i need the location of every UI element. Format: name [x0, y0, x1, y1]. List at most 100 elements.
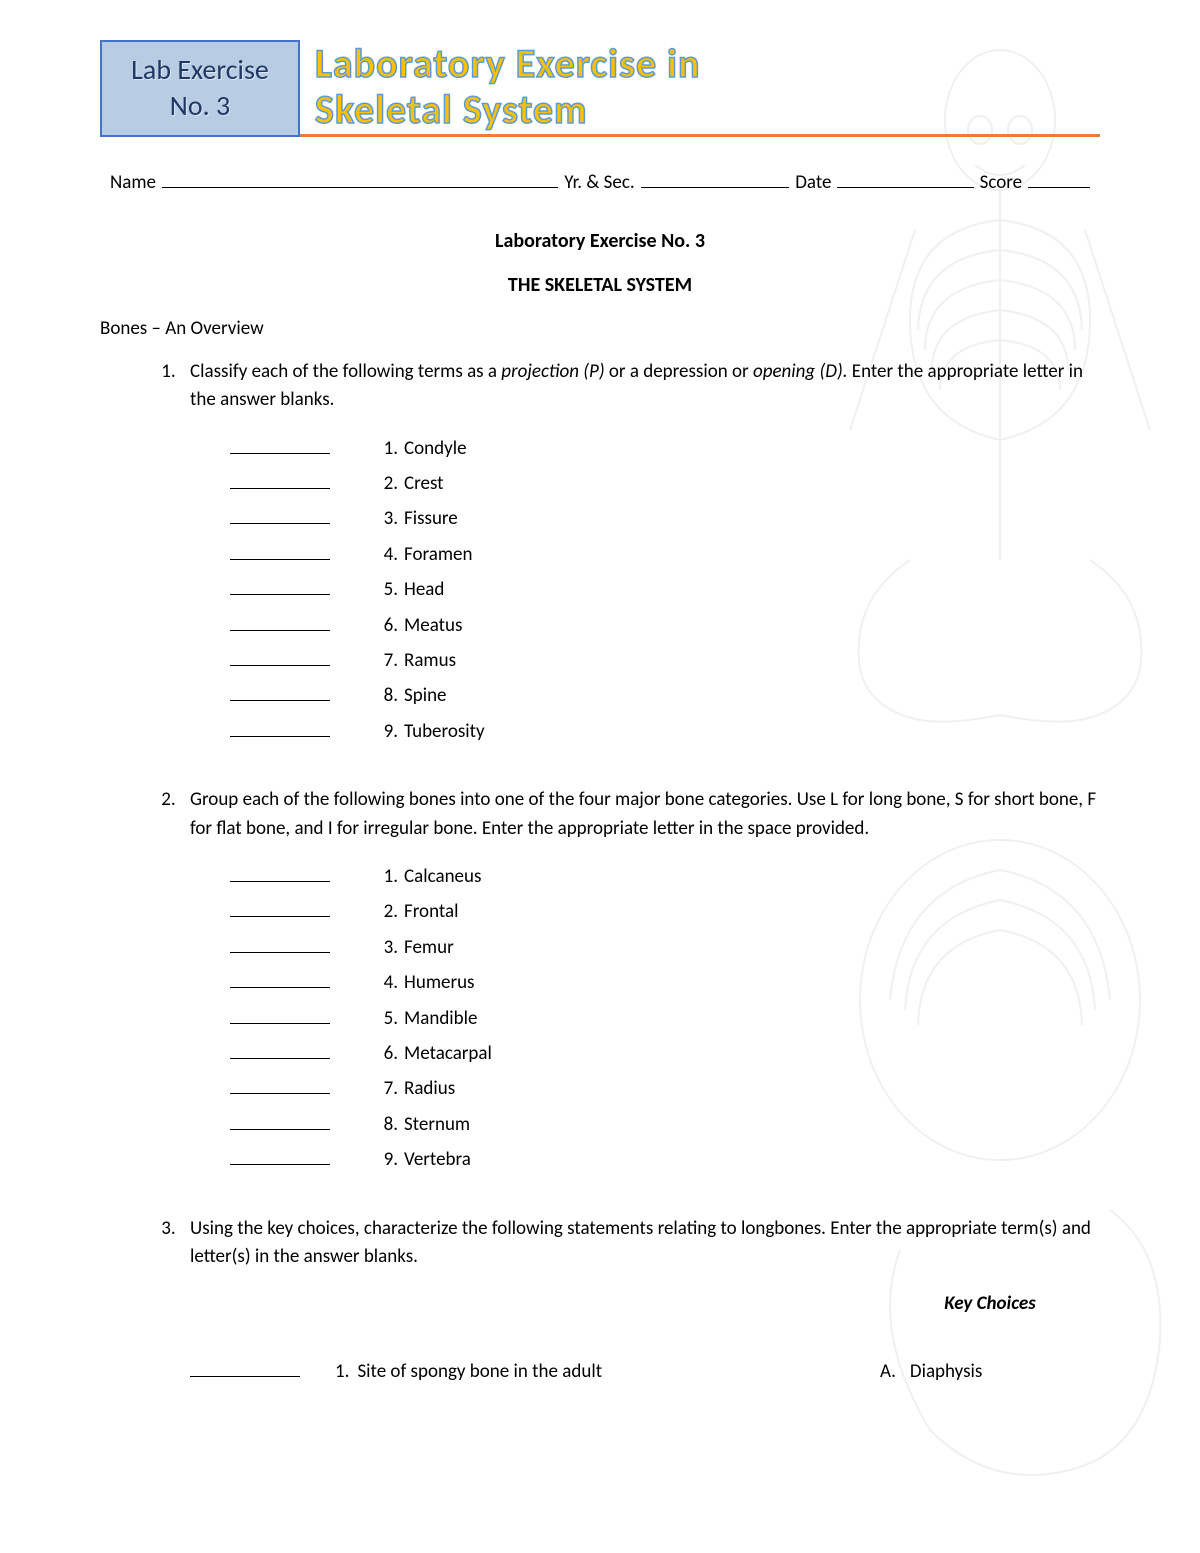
q2-term-term: Frontal [404, 898, 458, 927]
q2-term-blank[interactable] [230, 861, 330, 882]
date-label: Date [795, 171, 831, 194]
q1-term-row: 5.Head [230, 574, 1100, 604]
name-label: Name [110, 171, 156, 194]
q1-term-term: Meatus [404, 612, 462, 641]
question-1: Classify each of the following terms as … [180, 358, 1100, 747]
q2-term-num: 7. [370, 1075, 398, 1104]
date-blank[interactable] [837, 167, 973, 188]
q1-term-blank[interactable] [230, 539, 330, 560]
q1-intro: Classify each of the following terms as … [190, 358, 1100, 415]
q1-term-row: 8.Spine [230, 680, 1100, 710]
q2-term-row: 9.Vertebra [230, 1144, 1100, 1174]
q2-term-row: 7.Radius [230, 1074, 1100, 1104]
question-list: Classify each of the following terms as … [100, 358, 1100, 1387]
key-choices-heading: Key Choices [880, 1290, 1100, 1319]
q1-term-row: 4.Foramen [230, 539, 1100, 569]
student-info-line: Name Yr. & Sec. Date Score [110, 167, 1090, 194]
q1-term-term: Condyle [404, 435, 467, 464]
heading-system: THE SKELETAL SYSTEM [100, 273, 1100, 297]
q1-text-a: Classify each of the following terms as … [190, 360, 501, 383]
q2-term-blank[interactable] [230, 967, 330, 988]
q1-term-num: 3. [370, 505, 398, 534]
q1-term-num: 9. [370, 718, 398, 747]
q2-term-blank[interactable] [230, 1038, 330, 1059]
lab-exercise-box: Lab Exercise No. 3 [100, 40, 300, 137]
q1-term-row: 9.Tuberosity [230, 716, 1100, 746]
q1-term-term: Crest [404, 470, 444, 499]
key-letter: A. [880, 1358, 896, 1387]
q2-term-num: 2. [370, 898, 398, 927]
q3-stmt-num: 1. [335, 1358, 349, 1387]
page-title-line1: Laboratory Exercise in [315, 41, 1100, 87]
q2-term-term: Femur [404, 934, 454, 963]
lab-box-line1: Lab Exercise [122, 52, 278, 88]
q2-term-term: Vertebra [404, 1146, 471, 1175]
q2-term-blank[interactable] [230, 1109, 330, 1130]
key-term: Diaphysis [910, 1358, 982, 1387]
q1-term-blank[interactable] [230, 433, 330, 454]
q2-term-term: Sternum [404, 1111, 470, 1140]
q2-term-row: 6.Metacarpal [230, 1038, 1100, 1068]
page-title-line2: Skeletal System [315, 87, 1100, 133]
q1-term-blank[interactable] [230, 503, 330, 524]
q1-term-row: 3.Fissure [230, 503, 1100, 533]
q3-answer-blank[interactable] [190, 1356, 300, 1377]
q1-term-blank[interactable] [230, 680, 330, 701]
q2-term-row: 8.Sternum [230, 1109, 1100, 1139]
q1-term-num: 4. [370, 541, 398, 570]
q2-term-row: 5.Mandible [230, 1003, 1100, 1033]
q1-term-num: 1. [370, 435, 398, 464]
q2-term-num: 9. [370, 1146, 398, 1175]
q1-term-blank[interactable] [230, 574, 330, 595]
q1-term-row: 1.Condyle [230, 433, 1100, 463]
q2-intro: Group each of the following bones into o… [190, 786, 1100, 843]
q2-term-term: Calcaneus [404, 863, 481, 892]
q1-term-blank[interactable] [230, 716, 330, 737]
q1-term-num: 5. [370, 576, 398, 605]
score-label: Score [980, 171, 1022, 194]
q2-term-blank[interactable] [230, 1074, 330, 1095]
header: Lab Exercise No. 3 Laboratory Exercise i… [100, 40, 1100, 137]
q2-term-num: 8. [370, 1111, 398, 1140]
q1-terms: 1.Condyle 2.Crest 3.Fissure 4.Foramen 5.Head… [190, 433, 1100, 747]
q1-term-term: Head [404, 576, 444, 605]
q1-term-term: Spine [404, 682, 447, 711]
q2-term-row: 3.Femur [230, 932, 1100, 962]
q1-term-row: 7.Ramus [230, 645, 1100, 675]
q2-term-num: 4. [370, 969, 398, 998]
q2-term-blank[interactable] [230, 932, 330, 953]
q1-em1: projection (P) [501, 360, 604, 383]
q1-term-term: Tuberosity [404, 718, 485, 747]
yr-blank[interactable] [641, 167, 790, 188]
subheading-bones: Bones – An Overview [100, 317, 1100, 340]
q1-term-blank[interactable] [230, 645, 330, 666]
q2-term-term: Radius [404, 1075, 455, 1104]
q3-intro: Using the key choices, characterize the … [190, 1215, 1100, 1272]
q2-term-blank[interactable] [230, 1003, 330, 1024]
q1-term-blank[interactable] [230, 468, 330, 489]
q3-row: 1. Site of spongy bone in the adult A. D… [190, 1356, 1100, 1386]
q2-term-row: 4.Humerus [230, 967, 1100, 997]
q1-em2: opening (D). [753, 360, 848, 383]
key-choice-a: A. Diaphysis [880, 1358, 1100, 1387]
q2-term-num: 6. [370, 1040, 398, 1069]
name-blank[interactable] [162, 167, 558, 188]
q1-term-blank[interactable] [230, 610, 330, 631]
yr-label: Yr. & Sec. [564, 171, 634, 194]
q1-term-num: 6. [370, 612, 398, 641]
q2-term-term: Metacarpal [404, 1040, 492, 1069]
q2-term-term: Mandible [404, 1005, 477, 1034]
q1-term-num: 7. [370, 647, 398, 676]
q2-term-num: 5. [370, 1005, 398, 1034]
q2-term-blank[interactable] [230, 897, 330, 918]
q2-term-blank[interactable] [230, 1144, 330, 1165]
q1-term-term: Ramus [404, 647, 456, 676]
score-blank[interactable] [1028, 167, 1090, 188]
q2-term-num: 3. [370, 934, 398, 963]
q2-term-num: 1. [370, 863, 398, 892]
q1-term-row: 6.Meatus [230, 610, 1100, 640]
q1-text-b: or a depression or [605, 360, 753, 383]
q1-term-row: 2.Crest [230, 468, 1100, 498]
q1-term-num: 8. [370, 682, 398, 711]
question-3: Using the key choices, characterize the … [180, 1215, 1100, 1387]
